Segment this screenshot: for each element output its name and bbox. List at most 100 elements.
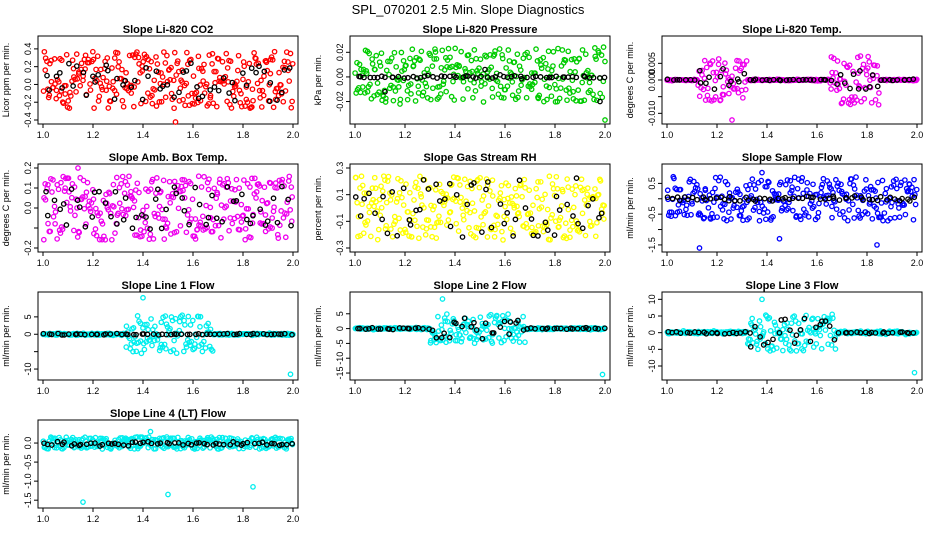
data-point [360, 230, 367, 237]
data-point [80, 499, 86, 505]
data-point [274, 97, 280, 103]
y-axis-label: percent per min. [313, 175, 323, 240]
data-point [830, 189, 836, 196]
data-point [489, 177, 496, 184]
y-tick-label: -0.010 [647, 101, 657, 127]
data-point [674, 76, 681, 83]
data-point [569, 77, 576, 84]
data-point [601, 325, 608, 332]
data-point [437, 337, 444, 344]
data-point [375, 226, 382, 233]
data-point [553, 85, 560, 92]
x-tick-label: 1.2 [87, 258, 100, 268]
data-point [485, 334, 492, 341]
data-point [70, 437, 77, 444]
data-point [492, 73, 499, 80]
data-point [875, 101, 882, 108]
data-point [394, 232, 401, 239]
data-point [544, 206, 551, 213]
data-point [362, 326, 369, 332]
data-point [181, 317, 187, 324]
data-point [184, 49, 190, 56]
chart-title: Slope Li-820 Pressure [423, 24, 538, 36]
data-point [234, 67, 241, 74]
data-point [353, 174, 359, 181]
data-point [699, 67, 705, 74]
data-point [732, 65, 739, 72]
data-point [556, 223, 562, 230]
data-point [149, 92, 155, 99]
data-point [593, 56, 599, 63]
data-point [207, 87, 214, 93]
data-point [831, 336, 838, 343]
data-point [854, 329, 860, 335]
data-point [185, 313, 192, 320]
data-point [805, 213, 812, 220]
data-point [92, 226, 99, 232]
chart-panel-10: Slope Line 4 (LT) Flow 1.0 1.2 1.4 1.6 1.8 2.0… [0, 406, 312, 541]
data-point [120, 216, 127, 223]
data-point [371, 74, 377, 81]
data-point [715, 56, 722, 62]
data-point [266, 98, 273, 105]
chart-title: Slope Li-820 CO2 [123, 24, 213, 36]
data-point [396, 189, 403, 196]
x-tick-label: 1.6 [811, 130, 824, 140]
data-point [233, 197, 240, 204]
data-point [789, 184, 795, 190]
data-point [796, 213, 803, 220]
data-point [489, 94, 496, 100]
data-point [719, 206, 726, 213]
x-tick-label: 1.2 [711, 130, 724, 140]
data-point [580, 325, 587, 332]
data-point [874, 62, 881, 69]
data-point [425, 186, 432, 192]
data-point [363, 190, 370, 197]
data-point [369, 185, 376, 191]
data-point [497, 324, 504, 330]
data-point [132, 439, 139, 445]
data-point [801, 315, 808, 322]
data-point [247, 184, 253, 190]
data-point [487, 311, 494, 318]
data-point [823, 201, 830, 207]
data-point [83, 221, 89, 227]
data-point [82, 52, 89, 59]
data-point [241, 177, 247, 183]
data-point [791, 340, 798, 346]
data-point [228, 185, 235, 192]
data-point [784, 177, 791, 183]
data-point [140, 207, 146, 214]
data-point [818, 184, 825, 191]
data-point [385, 58, 391, 65]
data-point [47, 228, 54, 235]
data-point [92, 79, 98, 85]
data-point [167, 76, 173, 83]
data-point [829, 69, 835, 76]
data-point [599, 371, 606, 378]
data-point [703, 80, 709, 87]
data-point [516, 177, 523, 184]
data-point [860, 196, 866, 203]
data-point [533, 185, 540, 192]
data-point [913, 186, 920, 193]
data-point [460, 212, 467, 219]
data-point [562, 220, 569, 227]
data-point [878, 77, 884, 83]
y-tick-label: 0.2 [23, 60, 33, 73]
data-point [103, 78, 110, 85]
data-point [213, 440, 219, 447]
series-all [40, 428, 296, 505]
data-point [89, 214, 96, 220]
y-tick-label: 0 [335, 326, 345, 331]
data-point [193, 331, 199, 338]
data-point [145, 73, 151, 80]
data-point [172, 315, 179, 322]
data-point [61, 439, 67, 446]
data-point [389, 74, 396, 81]
y-tick-label: 0.02 [335, 44, 345, 62]
data-point [406, 325, 413, 332]
data-point [408, 91, 414, 97]
data-point [720, 91, 727, 98]
data-point [106, 190, 113, 197]
